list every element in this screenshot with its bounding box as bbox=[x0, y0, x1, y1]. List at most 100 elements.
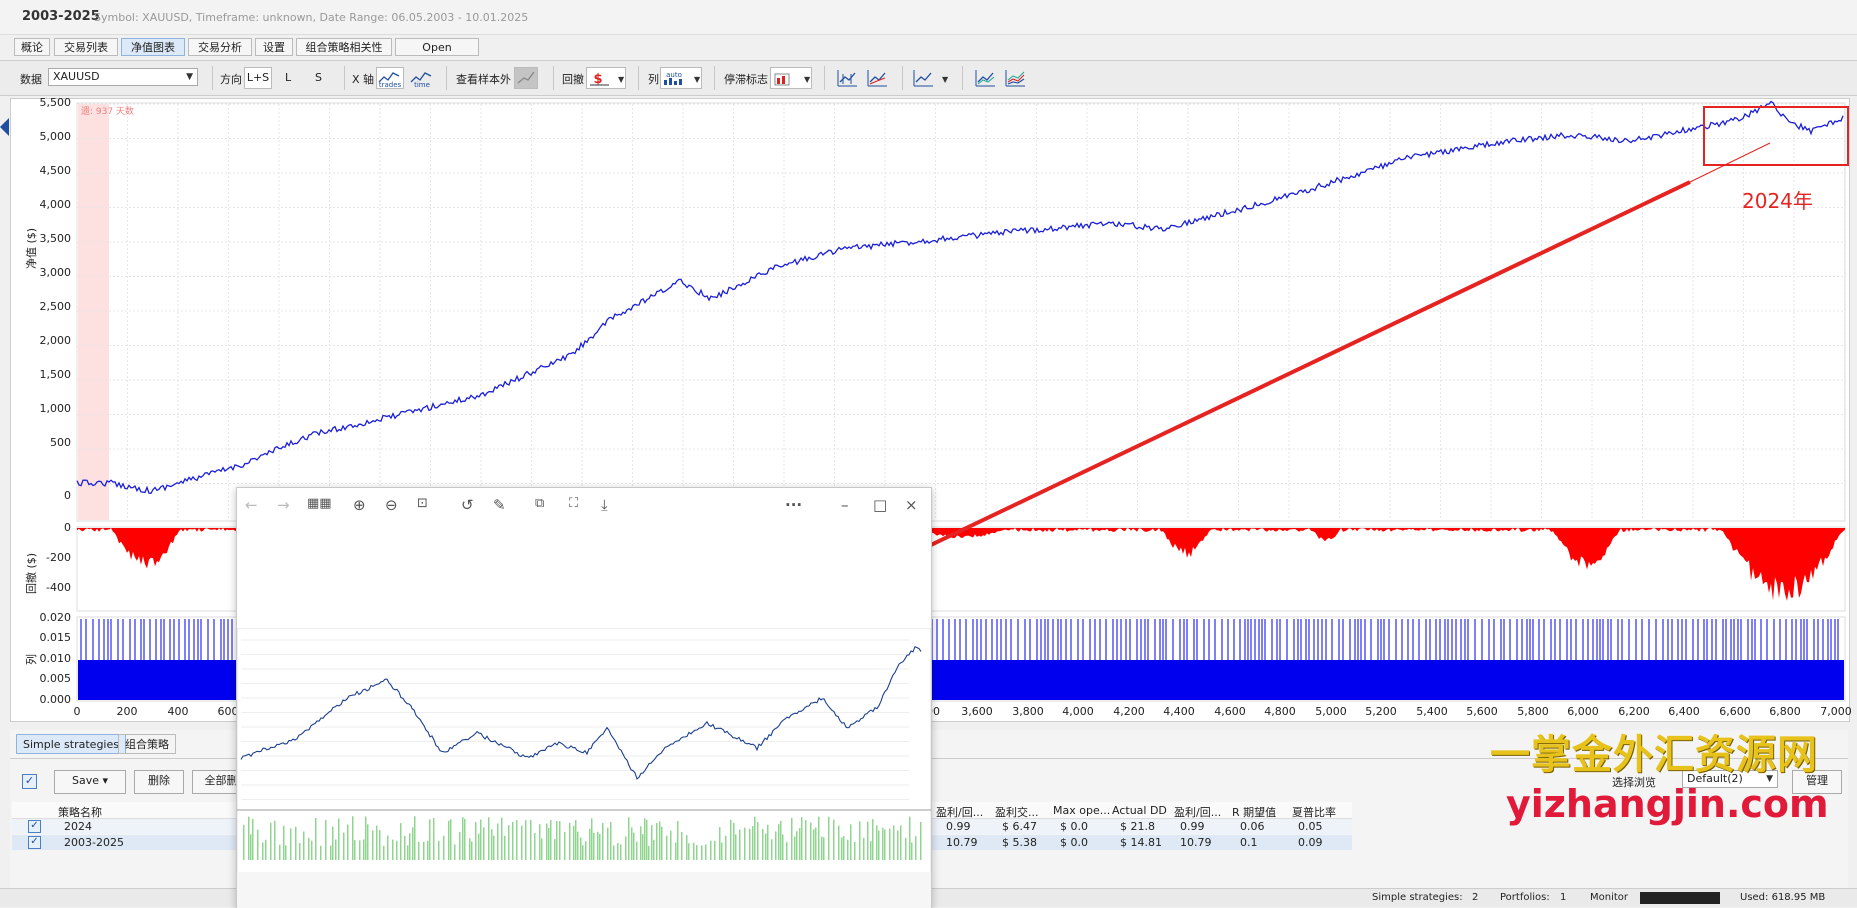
grid-view-icon[interactable]: ▦▦ bbox=[307, 496, 332, 511]
volume-bar bbox=[749, 828, 751, 860]
chart-view-button-1[interactable] bbox=[834, 67, 860, 89]
copy-icon[interactable]: ⧉ bbox=[535, 496, 545, 511]
oos-toggle[interactable] bbox=[514, 67, 538, 89]
data-select-value: XAUUSD bbox=[53, 70, 100, 83]
toolbar-divider bbox=[344, 66, 345, 90]
tab-open-balances[interactable]: Open balances bbox=[395, 38, 479, 72]
forward-arrow-icon[interactable]: → bbox=[277, 496, 290, 514]
xaxis-time-button[interactable]: time bbox=[408, 67, 436, 89]
svg-text:$: $ bbox=[593, 72, 602, 87]
more-options-icon[interactable]: ··· bbox=[785, 496, 803, 514]
volume-bar bbox=[597, 831, 599, 860]
select-all-checkbox[interactable]: ✓ bbox=[22, 774, 37, 789]
column-header[interactable]: 夏普比率 bbox=[1292, 806, 1336, 819]
columns-select[interactable]: auto ▼ bbox=[660, 67, 702, 89]
volume-bar bbox=[752, 826, 754, 860]
is-oos-note: 遗: 937 天数 bbox=[81, 107, 134, 117]
browse-select[interactable]: Default(2) ▼ bbox=[1682, 770, 1778, 788]
tab-settings[interactable]: 设置 bbox=[255, 38, 293, 56]
tab-trade-list[interactable]: 交易列表 bbox=[54, 38, 118, 56]
row-checkbox[interactable]: ✓ bbox=[28, 836, 41, 849]
zoom-in-icon[interactable]: ⊕ bbox=[353, 496, 366, 514]
volume-bar bbox=[290, 828, 292, 860]
drawdown-ytick: 0 bbox=[64, 521, 71, 534]
close-icon[interactable]: × bbox=[905, 496, 918, 514]
rotate-icon[interactable]: ↺ bbox=[461, 496, 474, 514]
equity-ytick: 2,500 bbox=[39, 300, 72, 313]
status-monitor-label: Monitor bbox=[1590, 892, 1629, 903]
volume-bar bbox=[516, 820, 518, 860]
volume-bar bbox=[354, 840, 356, 860]
volume-bar bbox=[782, 834, 784, 860]
chart-trades-icon: trades bbox=[378, 72, 402, 89]
tab-trade-analysis[interactable]: 交易分析 bbox=[188, 38, 252, 56]
equity-ytick: 1,500 bbox=[39, 368, 72, 381]
edit-icon[interactable]: ✎ bbox=[493, 496, 506, 514]
chart-type-dropdown[interactable]: ▼ bbox=[910, 67, 950, 89]
row-cell: 0.06 bbox=[1240, 820, 1265, 833]
column-header[interactable]: 盈利/回... bbox=[1174, 806, 1222, 819]
direction-ls-button[interactable]: L+S bbox=[244, 67, 272, 89]
download-icon[interactable]: ⤓ bbox=[601, 496, 608, 514]
column-header[interactable]: Actual DD bbox=[1112, 804, 1167, 817]
volume-bar bbox=[610, 821, 612, 860]
maximize-icon[interactable]: □ bbox=[873, 496, 888, 514]
manage-button[interactable]: 管理 bbox=[1792, 770, 1842, 794]
direction-long-button[interactable]: L bbox=[285, 71, 292, 84]
tab-portfolio-correlation[interactable]: 组合策略相关性 bbox=[296, 38, 392, 56]
volume-bar bbox=[897, 830, 899, 860]
zoom-out-icon[interactable]: ⊖ bbox=[385, 496, 398, 514]
row-name: 2003-2025 bbox=[64, 836, 124, 849]
volume-bar bbox=[387, 835, 389, 860]
crop-icon[interactable]: ⛶ bbox=[569, 496, 579, 511]
column-header-name[interactable]: 策略名称 bbox=[58, 806, 102, 819]
xaxis-trades-button[interactable]: trades bbox=[376, 67, 404, 89]
data-select[interactable]: XAUUSD ▼ bbox=[48, 68, 198, 86]
save-button[interactable]: Save ▾ bbox=[54, 770, 126, 794]
volume-bar bbox=[889, 828, 891, 860]
row-cell: 10.79 bbox=[946, 836, 978, 849]
volume-bar bbox=[262, 842, 264, 860]
image-viewer-window: ← → ▦▦ ⊕ ⊖ ⊡ ↺ ✎ ⧉ ⛶ ⤓ ··· – □ × bbox=[236, 487, 932, 908]
collapse-panel-icon[interactable] bbox=[0, 118, 9, 136]
actual-size-icon[interactable]: ⊡ bbox=[417, 496, 428, 511]
volume-bar bbox=[863, 837, 865, 860]
volume-bar bbox=[651, 825, 653, 860]
volume-bar bbox=[786, 842, 788, 860]
xaxis-tick: 0 bbox=[73, 705, 81, 718]
stagnation-select[interactable]: ▼ bbox=[770, 67, 812, 89]
status-portfolios-count: 1 bbox=[1560, 892, 1567, 903]
column-header[interactable]: R 期望值 bbox=[1232, 806, 1277, 819]
volume-bar bbox=[872, 819, 874, 860]
tab-simple-strategies[interactable]: Simple strategies bbox=[16, 734, 126, 754]
minimize-icon[interactable]: – bbox=[841, 496, 849, 514]
drawdown-ytick: -400 bbox=[46, 581, 71, 594]
back-arrow-icon[interactable]: ← bbox=[245, 496, 258, 514]
equity-plot-area bbox=[76, 102, 1846, 522]
columns-label: 列 bbox=[648, 73, 659, 86]
xaxis-tick: 5,600 bbox=[1466, 705, 1498, 718]
tab-equity-chart[interactable]: 净值图表 bbox=[121, 38, 185, 56]
tab-overview[interactable]: 概论 bbox=[14, 38, 50, 56]
volume-bar bbox=[554, 839, 556, 860]
direction-short-button[interactable]: S bbox=[315, 71, 322, 84]
chart-portfolio-button[interactable] bbox=[1002, 67, 1028, 89]
row-checkbox[interactable]: ✓ bbox=[28, 820, 41, 833]
drawdown-select[interactable]: $ ▼ bbox=[586, 67, 626, 89]
volume-bar bbox=[546, 823, 548, 860]
volume-bar bbox=[754, 816, 756, 860]
volume-bar bbox=[443, 835, 445, 860]
annotation-label-2024: 2024年 bbox=[1742, 189, 1813, 213]
chart-view-button-2[interactable] bbox=[864, 67, 890, 89]
chart-compare-button[interactable] bbox=[972, 67, 998, 89]
volume-bar bbox=[599, 833, 601, 860]
chart-time-icon: time bbox=[410, 72, 432, 89]
volume-bar bbox=[295, 826, 297, 860]
tab-portfolio-strategies[interactable]: 组合策略 bbox=[118, 734, 176, 754]
volume-bar bbox=[780, 820, 782, 860]
column-header[interactable]: 盈利/回... bbox=[936, 806, 984, 819]
column-header[interactable]: 盈利交... bbox=[995, 806, 1039, 819]
column-header[interactable]: Max ope... bbox=[1053, 804, 1111, 817]
browse-select-value: Default(2) bbox=[1687, 772, 1743, 785]
delete-button[interactable]: 删除 bbox=[134, 770, 184, 794]
